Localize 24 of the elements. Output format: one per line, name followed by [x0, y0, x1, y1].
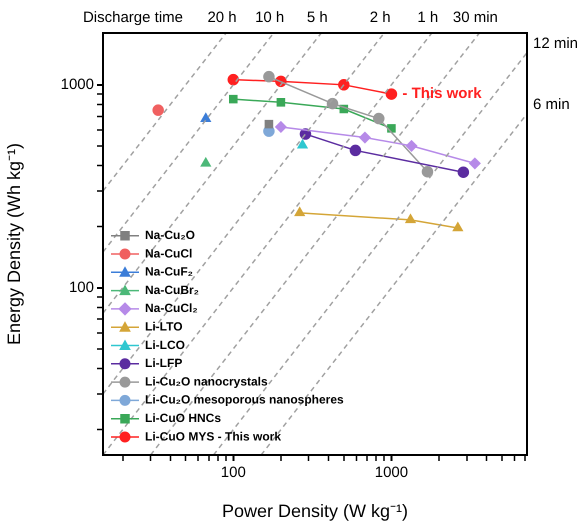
- legend-label: Li-LCO: [145, 338, 185, 352]
- annotation: 5 h: [306, 9, 328, 26]
- annotation: 6 min: [533, 96, 570, 113]
- legend-label: Na-Cu₂O: [145, 228, 195, 242]
- legend-label: Na-CuF₂: [145, 264, 193, 279]
- legend-label: Li-Cu₂O nanocrystals: [145, 374, 268, 388]
- annotation: 10 h: [255, 9, 284, 26]
- annotation: 1 h: [417, 9, 438, 26]
- text: Discharge time: [82, 9, 183, 26]
- legend-label: Li-LTO: [145, 320, 183, 334]
- annotation: 12 min: [533, 34, 578, 52]
- legend-label: Li-Cu₂O mesoporous nanospheres: [145, 392, 344, 407]
- legend-label: Li-CuO HNCs: [145, 411, 222, 426]
- legend-label: Na-CuBr₂: [145, 282, 199, 297]
- annotation: 2 h: [370, 9, 391, 26]
- y-axis-title: Energy Density (Wh kg⁻¹): [4, 142, 24, 346]
- annotation: 30 min: [452, 9, 498, 26]
- legend-label: Na-CuCl: [145, 246, 192, 260]
- legend-label: Li-LFP: [145, 356, 182, 370]
- x-axis-title: Power Density (W kg⁻¹): [222, 501, 408, 522]
- annotation: - This work: [402, 85, 482, 102]
- legend-label: Li-CuO MYS - This work: [145, 429, 282, 444]
- legend-label: Na-CuCl₂: [145, 301, 198, 316]
- annotation: 20 h: [207, 9, 237, 26]
